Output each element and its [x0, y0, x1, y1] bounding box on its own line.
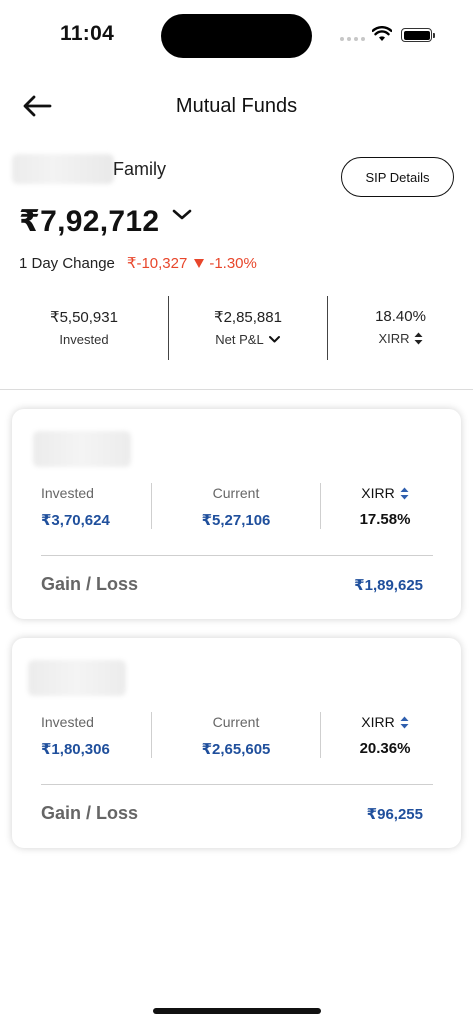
card-invested-value: ₹1,80,306 [41, 741, 110, 758]
sort-updown-icon[interactable] [400, 487, 409, 500]
xirr-label: XIRR [378, 331, 410, 346]
redacted-name [12, 154, 114, 184]
wifi-icon [372, 26, 392, 41]
xirr-value: 18.40% [375, 308, 426, 325]
home-indicator[interactable] [153, 1008, 321, 1014]
fund-card[interactable]: Invested ₹1,80,306 Current ₹2,65,605 XIR… [12, 638, 461, 848]
card-invested-label: Invested [41, 714, 94, 730]
card-current-label: Current [212, 485, 260, 501]
card-current: Current ₹2,65,605 [176, 714, 296, 758]
day-change-label: 1 Day Change [19, 254, 115, 272]
card-xirr-label-row[interactable]: XIRR [332, 485, 438, 501]
card-xirr[interactable]: XIRR 17.58% [332, 485, 438, 528]
summary-row: ₹5,50,931 Invested ₹2,85,881 Net P&L 18.… [0, 294, 473, 360]
net-pl-value: ₹2,85,881 [214, 309, 282, 326]
redacted-fund-name [33, 431, 131, 467]
xirr-label-row[interactable]: XIRR [328, 331, 473, 346]
divider [151, 712, 152, 758]
card-invested-value: ₹3,70,624 [41, 512, 110, 529]
divider [320, 712, 321, 758]
summary-xirr[interactable]: 18.40% XIRR [328, 294, 473, 360]
day-change-amount: ₹-10,327 [126, 255, 188, 272]
down-triangle-icon [194, 258, 205, 268]
page-title: Mutual Funds [175, 95, 298, 117]
net-pl-label-row[interactable]: Net P&L [169, 332, 327, 347]
sort-updown-icon[interactable] [414, 332, 423, 345]
card-current-label: Current [212, 714, 260, 730]
card-current: Current ₹5,27,106 [176, 485, 296, 529]
status-bar: 11:04 [0, 0, 473, 70]
fund-card[interactable]: Invested ₹3,70,624 Current ₹5,27,106 XIR… [12, 409, 461, 619]
card-invested-label: Invested [41, 485, 94, 501]
section-divider [0, 389, 473, 390]
card-divider [41, 784, 433, 785]
total-portfolio-value: ₹7,92,712 [19, 205, 160, 238]
card-divider [41, 555, 433, 556]
card-current-value: ₹2,65,605 [201, 741, 271, 758]
card-invested: Invested ₹1,80,306 [41, 714, 110, 758]
day-change-percent: -1.30% [209, 254, 257, 272]
summary-net-pl[interactable]: ₹2,85,881 Net P&L [169, 294, 327, 360]
divider [168, 296, 169, 360]
battery-icon [401, 28, 435, 42]
card-xirr-value: 20.36% [359, 740, 411, 757]
gain-loss-value: ₹96,255 [366, 806, 423, 823]
gain-loss-label: Gain / Loss [41, 574, 139, 594]
summary-invested: ₹5,50,931 Invested [0, 294, 168, 360]
card-xirr-label-row[interactable]: XIRR [332, 714, 438, 730]
status-time: 11:04 [60, 22, 115, 45]
card-xirr[interactable]: XIRR 20.36% [332, 714, 438, 757]
chevron-down-icon[interactable] [171, 208, 193, 222]
divider [327, 296, 328, 360]
dynamic-island [161, 14, 312, 58]
card-invested: Invested ₹3,70,624 [41, 485, 110, 529]
invested-label: Invested [59, 332, 109, 347]
gain-loss-label: Gain / Loss [41, 803, 139, 823]
card-xirr-label: XIRR [361, 714, 395, 730]
card-xirr-value: 17.58% [359, 511, 411, 528]
net-pl-label: Net P&L [215, 332, 264, 347]
card-current-value: ₹5,27,106 [201, 512, 271, 529]
family-label: Family [113, 159, 166, 179]
redacted-fund-name [28, 660, 126, 696]
card-xirr-label: XIRR [361, 485, 395, 501]
sip-details-button[interactable]: SIP Details [341, 157, 454, 197]
day-change-row: 1 Day Change ₹-10,327 -1.30% [19, 254, 257, 273]
signal-icon [340, 37, 365, 41]
invested-value: ₹5,50,931 [50, 309, 118, 326]
chevron-down-icon[interactable] [268, 335, 281, 344]
divider [320, 483, 321, 529]
back-arrow-icon[interactable] [22, 94, 52, 118]
sort-updown-icon[interactable] [400, 716, 409, 729]
divider [151, 483, 152, 529]
gain-loss-value: ₹1,89,625 [354, 577, 423, 594]
day-change-value: ₹-10,327 -1.30% [126, 254, 257, 273]
